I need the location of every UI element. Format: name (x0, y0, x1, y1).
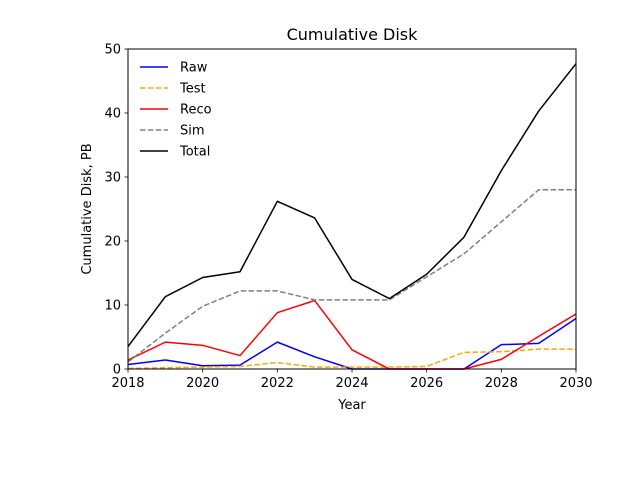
series-line-sim (127, 189, 576, 363)
x-tick-label: 2018 (111, 376, 144, 391)
x-tick-label: 2020 (186, 376, 219, 391)
legend: Raw Test Reco Sim Total (140, 61, 212, 160)
legend-label-sim: Sim (180, 124, 205, 139)
x-tick-label: 2028 (485, 376, 518, 391)
series-line-total (127, 63, 577, 348)
legend-label-raw: Raw (180, 61, 208, 76)
y-tick-label: 20 (104, 235, 121, 250)
series-lines (127, 63, 577, 370)
y-tick-label: 30 (104, 171, 121, 186)
series-line-test (127, 348, 576, 370)
series-line-reco (127, 299, 577, 370)
y-axis-label: Cumulative Disk, PB (80, 143, 95, 274)
x-tick-label: 2024 (335, 376, 368, 391)
y-tick-label: 0 (113, 363, 121, 378)
x-tick-label: 2022 (261, 376, 294, 391)
y-tick-label: 40 (104, 107, 121, 122)
legend-label-total: Total (179, 145, 210, 160)
x-axis-ticks: 2018 2020 2022 2024 2026 2028 2030 (111, 369, 593, 391)
y-tick-label: 10 (104, 299, 121, 314)
legend-label-test: Test (179, 82, 206, 97)
y-axis-ticks: 0 10 20 30 40 50 (104, 43, 128, 378)
x-axis-label: Year (337, 398, 366, 413)
x-tick-label: 2026 (410, 376, 443, 391)
y-tick-label: 50 (104, 43, 121, 58)
x-tick-label: 2030 (559, 376, 592, 391)
legend-label-reco: Reco (180, 103, 212, 118)
chart-title: Cumulative Disk (287, 25, 419, 44)
